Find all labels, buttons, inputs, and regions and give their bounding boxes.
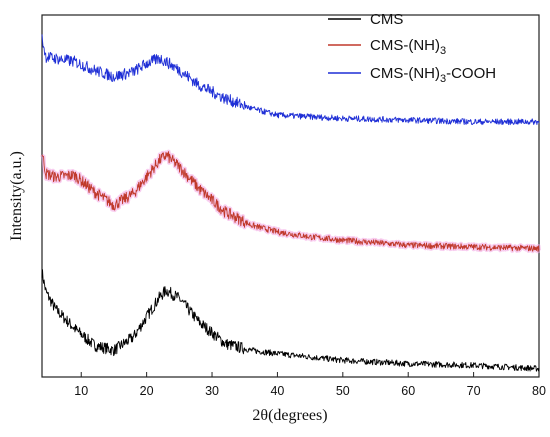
x-tick-label: 10 xyxy=(74,384,88,398)
series-line-cms xyxy=(41,269,540,372)
legend-item-cms-nh3-cooh: CMS-(NH)3-COOH xyxy=(328,65,496,85)
x-tick-label: 80 xyxy=(532,384,546,398)
legend-item-cms: CMS xyxy=(328,11,403,28)
y-axis-title: Intensity(a.u.) xyxy=(8,151,25,241)
series-layer xyxy=(40,34,541,372)
legend: CMS CMS-(NH)3 CMS-(NH)3-COOH xyxy=(328,11,496,85)
x-axis-title: 2θ(degrees) xyxy=(252,407,327,424)
x-tick-label: 20 xyxy=(140,384,154,398)
x-axis-ticks: 10 20 30 40 50 60 70 80 xyxy=(74,372,546,398)
x-tick-label: 70 xyxy=(467,384,481,398)
legend-label-cms-nh3: CMS-(NH)3 xyxy=(370,37,446,57)
x-tick-label: 30 xyxy=(205,384,219,398)
x-tick-label: 40 xyxy=(270,384,284,398)
x-tick-label: 50 xyxy=(336,384,350,398)
series-line-cms-nh-3 xyxy=(41,151,540,252)
plot-frame xyxy=(41,14,540,378)
legend-label-cms: CMS xyxy=(370,11,403,28)
legend-item-cms-nh3: CMS-(NH)3 xyxy=(328,37,446,57)
legend-label-cms-nh3-cooh: CMS-(NH)3-COOH xyxy=(370,65,496,85)
series-line-cms-nh-3-cooh xyxy=(41,34,540,126)
x-tick-label: 60 xyxy=(401,384,415,398)
